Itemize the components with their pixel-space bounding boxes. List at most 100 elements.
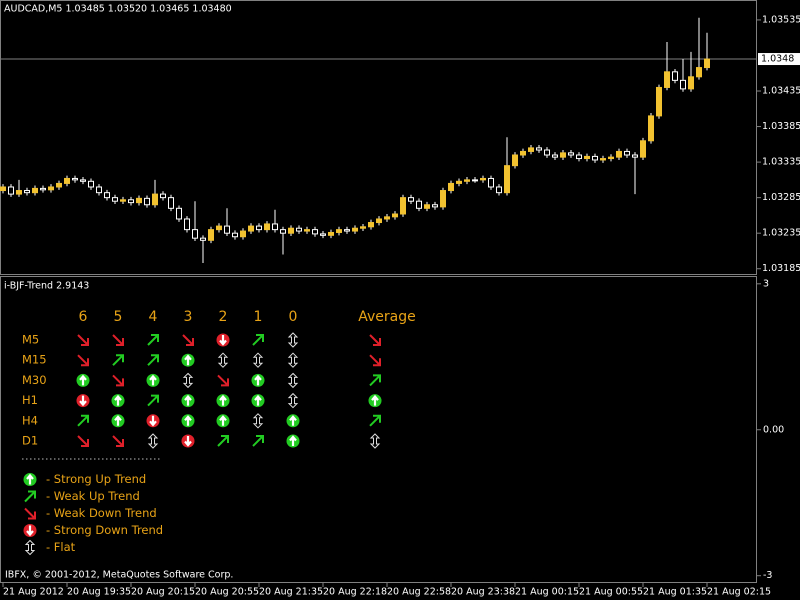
trend-icon — [77, 414, 89, 427]
candle-body — [672, 71, 678, 81]
candle-body — [216, 225, 222, 231]
y-tick-label: 1.03285 — [762, 192, 800, 203]
column-header: 6 — [79, 309, 88, 325]
trend-icon — [23, 473, 37, 486]
icon-arrow — [371, 394, 379, 406]
icon-arrow — [219, 394, 227, 406]
icon-arrow — [184, 415, 192, 426]
icon-arrow — [287, 372, 299, 389]
trend-icon — [252, 352, 264, 368]
trend-icon — [369, 354, 381, 367]
candle-body — [208, 229, 214, 241]
candle-body — [288, 227, 294, 234]
column-header: 2 — [219, 309, 228, 325]
candle-body — [688, 76, 694, 90]
candle-body — [544, 149, 550, 156]
row-label: H1 — [22, 393, 38, 407]
y-tick-label: 1.03185 — [762, 263, 800, 274]
candle-body — [328, 231, 334, 236]
candle-body — [104, 192, 110, 199]
icon-arrow — [184, 436, 192, 447]
x-tick-label: 21 Aug 00:55 — [579, 587, 643, 598]
trend-icon — [369, 374, 381, 387]
icon-arrow — [252, 435, 264, 447]
candle-body — [632, 154, 638, 158]
trend-icon — [216, 414, 230, 428]
candle-body — [240, 230, 246, 238]
icon-arrow — [24, 490, 36, 503]
icon-arrow — [369, 414, 381, 427]
indicator-title: i-BJF-Trend 2.9143 — [4, 281, 89, 292]
icon-arrow — [24, 507, 36, 520]
icon-arrow — [77, 435, 89, 447]
icon-arrow — [252, 334, 264, 346]
trend-icon — [111, 394, 125, 408]
icon-arrow — [369, 334, 381, 346]
candle-body — [456, 180, 462, 184]
candle-body — [64, 177, 70, 184]
candle-body — [352, 227, 358, 232]
candle-body — [160, 193, 166, 199]
trend-icon — [251, 373, 265, 387]
trend-icon — [146, 414, 160, 428]
candle-body — [32, 187, 38, 194]
y-tick-label: -3 — [763, 570, 772, 581]
row-label: D1 — [22, 434, 38, 448]
icon-arrow — [287, 352, 299, 368]
candle-body — [24, 190, 30, 194]
candle-body — [336, 229, 342, 233]
candle-body — [608, 156, 614, 160]
candle-body — [704, 58, 710, 69]
column-header: 4 — [149, 309, 158, 325]
x-tick-label: 20 Aug 19:35 — [67, 587, 131, 598]
candle-body — [80, 179, 86, 182]
trend-icon — [23, 524, 37, 537]
candle-body — [640, 140, 646, 158]
candle-body — [40, 187, 46, 191]
row-label: M5 — [22, 333, 39, 347]
legend-label: - Strong Down Trend — [46, 523, 163, 537]
icon-arrow — [147, 433, 159, 449]
trend-icon — [181, 434, 195, 448]
trend-icon — [216, 333, 230, 347]
icon-arrow — [114, 394, 122, 406]
candle-body — [656, 86, 662, 117]
trend-icon — [287, 372, 299, 389]
candle-body — [496, 186, 502, 194]
trend-icon — [112, 435, 124, 447]
candle-body — [440, 190, 446, 208]
candle-body — [192, 229, 198, 239]
main-panel-frame — [0, 0, 757, 275]
candle-body — [120, 199, 126, 202]
candle-body — [184, 218, 190, 231]
candle-body — [448, 182, 454, 192]
candle-body — [504, 165, 510, 194]
row-label: M15 — [22, 353, 47, 367]
column-header: 0 — [289, 309, 298, 325]
icon-arrow — [369, 433, 381, 449]
trend-icon — [217, 374, 229, 387]
candle-body — [312, 229, 318, 235]
trend-icon — [112, 334, 124, 346]
current-price-label: 1.0348 — [761, 54, 794, 65]
legend-label: - Weak Down Trend — [46, 506, 157, 520]
candle-body — [344, 229, 350, 232]
icon-arrow — [112, 334, 124, 346]
icon-arrow — [217, 374, 229, 387]
candle-body — [360, 226, 366, 229]
candle-body — [464, 179, 470, 182]
x-tick-label: 20 Aug 20:15 — [131, 587, 195, 598]
candle-body — [424, 204, 430, 209]
trend-icon — [286, 434, 300, 448]
candle-body — [112, 197, 118, 202]
icon-arrow — [147, 394, 159, 407]
copyright: IBFX, © 2001-2012, MetaQuotes Software C… — [5, 570, 233, 581]
trend-icon — [251, 394, 265, 408]
y-tick-label: 1.03535 — [762, 14, 800, 25]
y-tick-label: 1.03335 — [762, 157, 800, 168]
icon-arrow — [252, 352, 264, 368]
candle-body — [520, 150, 526, 156]
candle-body — [56, 182, 62, 188]
chart-title: AUDCAD,M5 1.03485 1.03520 1.03465 1.0348… — [4, 4, 232, 15]
